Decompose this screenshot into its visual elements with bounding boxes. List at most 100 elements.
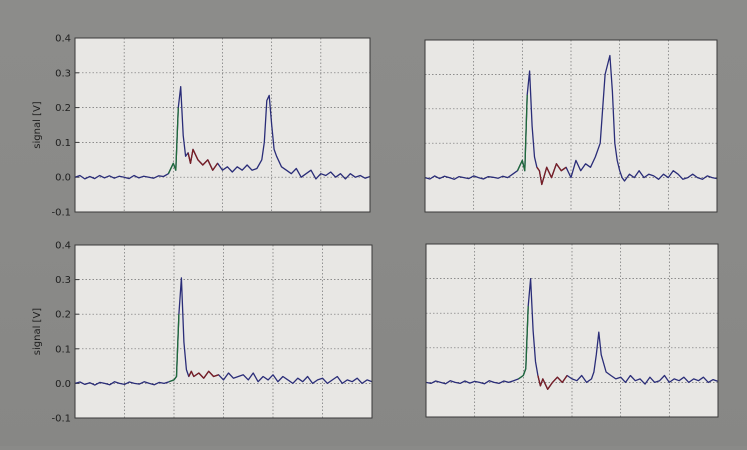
data-point bbox=[654, 382, 655, 383]
data-point bbox=[622, 177, 623, 178]
data-point bbox=[503, 380, 504, 381]
data-point bbox=[703, 377, 704, 378]
data-point bbox=[153, 178, 154, 179]
data-point bbox=[643, 177, 644, 178]
data-point bbox=[434, 175, 435, 176]
data-point bbox=[357, 378, 358, 379]
data-point bbox=[277, 381, 278, 382]
data-point bbox=[158, 175, 159, 176]
data-point bbox=[274, 149, 275, 150]
data-point bbox=[138, 177, 139, 178]
data-point bbox=[479, 382, 480, 383]
y-tick-label: 0.0 bbox=[55, 173, 71, 184]
data-point bbox=[287, 379, 288, 380]
data-point bbox=[99, 175, 100, 176]
data-point bbox=[455, 382, 456, 383]
data-point bbox=[508, 382, 509, 383]
data-point bbox=[302, 381, 303, 382]
detail-highlight bbox=[537, 375, 568, 390]
data-point bbox=[435, 380, 436, 381]
data-point bbox=[183, 341, 184, 342]
data-point bbox=[89, 382, 90, 383]
data-point bbox=[124, 177, 125, 178]
data-point bbox=[604, 74, 605, 75]
data-point bbox=[261, 159, 262, 160]
y-axis-label: signal [V] bbox=[32, 308, 43, 356]
data-point bbox=[713, 379, 714, 380]
data-point bbox=[688, 382, 689, 383]
y-tick-label: 0.3 bbox=[55, 275, 71, 286]
data-point bbox=[352, 381, 353, 382]
chart-panel-bottom-right bbox=[380, 228, 747, 446]
data-point bbox=[439, 178, 440, 179]
data-point bbox=[330, 171, 331, 172]
data-point bbox=[232, 171, 233, 172]
series-line bbox=[424, 54, 718, 186]
data-point bbox=[707, 175, 708, 176]
data-point bbox=[586, 382, 587, 383]
data-point bbox=[159, 382, 160, 383]
data-point bbox=[237, 166, 238, 167]
detail-highlight bbox=[188, 370, 219, 379]
data-point bbox=[320, 173, 321, 174]
data-point bbox=[677, 174, 678, 175]
data-point bbox=[94, 385, 95, 386]
data-point bbox=[164, 383, 165, 384]
data-point bbox=[644, 384, 645, 385]
data-point bbox=[109, 384, 110, 385]
data-point bbox=[114, 178, 115, 179]
data-point bbox=[238, 376, 239, 377]
data-point bbox=[478, 177, 479, 178]
data-point bbox=[708, 382, 709, 383]
data-point bbox=[507, 177, 508, 178]
data-point bbox=[227, 166, 228, 167]
data-point bbox=[585, 163, 586, 164]
data-point bbox=[297, 378, 298, 379]
data-point bbox=[248, 379, 249, 380]
data-point bbox=[251, 170, 252, 171]
data-point bbox=[640, 378, 641, 379]
data-point bbox=[512, 174, 513, 175]
data-point bbox=[325, 175, 326, 176]
data-point bbox=[327, 383, 328, 384]
data-point bbox=[133, 175, 134, 176]
data-point bbox=[450, 380, 451, 381]
data-point bbox=[256, 168, 257, 169]
data-point bbox=[669, 382, 670, 383]
data-point bbox=[493, 177, 494, 178]
data-point bbox=[513, 380, 514, 381]
data-point bbox=[497, 178, 498, 179]
data-point bbox=[445, 383, 446, 384]
data-point bbox=[581, 375, 582, 376]
data-point bbox=[345, 178, 346, 179]
y-tick-label: -0.1 bbox=[51, 414, 71, 425]
data-point bbox=[609, 55, 610, 56]
data-point bbox=[620, 377, 621, 378]
y-tick-label: 0.3 bbox=[55, 68, 71, 79]
data-point bbox=[350, 173, 351, 174]
data-point bbox=[473, 175, 474, 176]
data-point bbox=[322, 378, 323, 379]
data-point bbox=[337, 376, 338, 377]
y-tick-label: 0.0 bbox=[55, 379, 71, 390]
data-point bbox=[301, 177, 302, 178]
data-point bbox=[181, 277, 182, 278]
data-point bbox=[580, 170, 581, 171]
data-point bbox=[269, 95, 270, 96]
onset-highlight bbox=[516, 94, 528, 172]
data-point bbox=[535, 361, 536, 362]
data-point bbox=[364, 178, 365, 179]
data-point bbox=[591, 378, 592, 379]
data-point bbox=[440, 382, 441, 383]
series-line bbox=[74, 86, 371, 180]
data-point bbox=[144, 381, 145, 382]
data-point bbox=[366, 379, 367, 380]
data-point bbox=[474, 381, 475, 382]
chart-panel-top-left: -0.1 0.0 0.1 0.2 0.3 0.4 signal [V] bbox=[0, 0, 390, 228]
data-point bbox=[600, 143, 601, 144]
onset-highlight bbox=[518, 306, 529, 380]
y-tick-label: 0.1 bbox=[55, 344, 71, 355]
y-tick-label: 0.2 bbox=[55, 310, 71, 321]
data-point bbox=[305, 173, 306, 174]
data-point bbox=[310, 170, 311, 171]
